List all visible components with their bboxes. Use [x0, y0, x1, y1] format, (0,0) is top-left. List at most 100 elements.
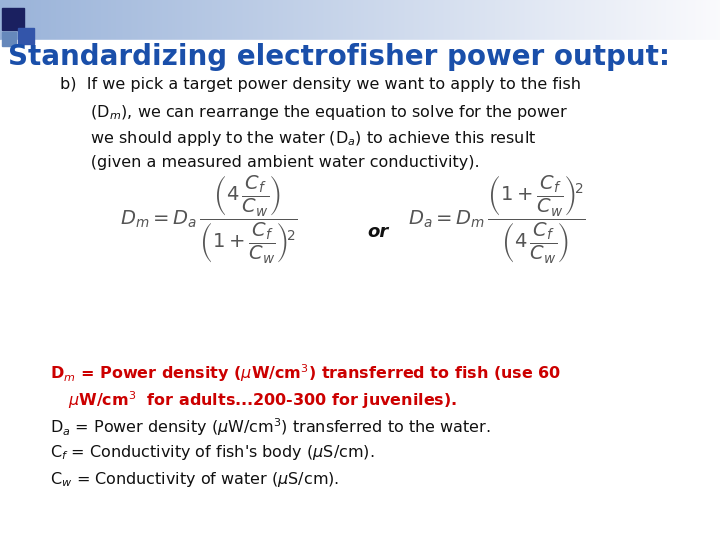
Bar [595, 0, 596, 40]
Bar [550, 0, 551, 40]
Bar [54, 0, 55, 40]
Bar [659, 0, 660, 40]
Bar [84, 0, 85, 40]
Bar [131, 0, 132, 40]
Bar [208, 0, 209, 40]
Bar [499, 0, 500, 40]
Bar [600, 0, 601, 40]
Bar [551, 0, 552, 40]
Bar [507, 0, 508, 40]
Bar [163, 0, 164, 40]
Bar [118, 0, 119, 40]
Bar [690, 0, 691, 40]
Bar [143, 0, 144, 40]
Bar [212, 0, 213, 40]
Bar [513, 0, 514, 40]
Bar [34, 0, 35, 40]
Bar [706, 0, 707, 40]
Bar [305, 0, 306, 40]
Bar [191, 0, 192, 40]
Bar [605, 0, 606, 40]
Bar [523, 0, 524, 40]
Bar [82, 0, 83, 40]
Bar [381, 0, 382, 40]
Bar [698, 0, 699, 40]
Bar [134, 0, 135, 40]
Bar [579, 0, 580, 40]
Text: we should apply to the water (D$_a$) to achieve this result: we should apply to the water (D$_a$) to … [60, 129, 536, 148]
Bar [469, 0, 470, 40]
Bar [309, 0, 310, 40]
Bar [666, 0, 667, 40]
Bar [15, 0, 16, 40]
Bar [641, 0, 642, 40]
Bar [204, 0, 205, 40]
Bar [716, 0, 717, 40]
Bar [576, 0, 577, 40]
Bar [217, 0, 218, 40]
Bar [642, 0, 643, 40]
Bar [463, 0, 464, 40]
Bar [314, 0, 315, 40]
Bar [2, 32, 16, 46]
Bar [152, 0, 153, 40]
Bar [83, 0, 84, 40]
Bar [695, 0, 696, 40]
Bar [480, 0, 481, 40]
Bar [46, 0, 47, 40]
Bar [339, 0, 340, 40]
Bar [419, 0, 420, 40]
Bar [685, 0, 686, 40]
Bar [404, 0, 405, 40]
Bar [278, 0, 279, 40]
Bar [110, 0, 111, 40]
Bar [355, 0, 356, 40]
Bar [638, 0, 639, 40]
Bar [8, 0, 9, 40]
Bar [425, 0, 426, 40]
Bar [365, 0, 366, 40]
Bar [461, 0, 462, 40]
Bar [516, 0, 517, 40]
Bar [86, 0, 87, 40]
Bar [525, 0, 526, 40]
Bar [392, 0, 393, 40]
Bar [421, 0, 422, 40]
Bar [492, 0, 493, 40]
Bar [348, 0, 349, 40]
Bar [41, 0, 42, 40]
Bar [115, 0, 116, 40]
Bar [56, 0, 57, 40]
Bar [440, 0, 441, 40]
Bar [248, 0, 249, 40]
Bar [555, 0, 556, 40]
Bar [454, 0, 455, 40]
Bar [418, 0, 419, 40]
Bar [447, 0, 448, 40]
Bar [712, 0, 713, 40]
Bar [572, 0, 573, 40]
Bar [141, 0, 142, 40]
Bar [714, 0, 715, 40]
Bar [222, 0, 223, 40]
Bar [665, 0, 666, 40]
Bar [353, 0, 354, 40]
Bar [457, 0, 458, 40]
Bar [142, 0, 143, 40]
Bar [357, 0, 358, 40]
Bar [553, 0, 554, 40]
Bar [386, 0, 387, 40]
Bar [591, 0, 592, 40]
Bar [521, 0, 522, 40]
Bar [479, 0, 480, 40]
Bar [252, 0, 253, 40]
Bar [395, 0, 396, 40]
Bar [239, 0, 240, 40]
Bar [590, 0, 591, 40]
Bar [255, 0, 256, 40]
Bar [81, 0, 82, 40]
Bar [5, 0, 6, 40]
Bar [287, 0, 288, 40]
Text: $D_m = D_a\,\dfrac{\left(4\,\dfrac{C_f}{C_w}\right)}{\left(1+\dfrac{C_f}{C_w}\ri: $D_m = D_a\,\dfrac{\left(4\,\dfrac{C_f}{… [120, 174, 298, 266]
Bar [564, 0, 565, 40]
